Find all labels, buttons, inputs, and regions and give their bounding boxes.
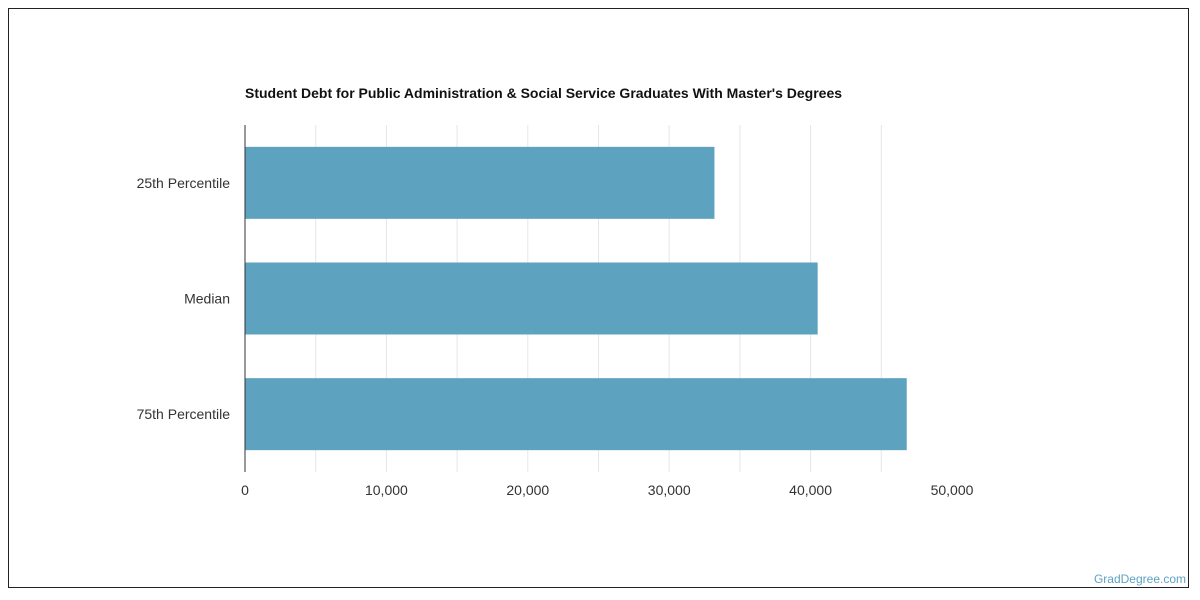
x-tick-label: 0 — [241, 482, 249, 498]
bars — [245, 146, 907, 451]
x-tick-label: 20,000 — [506, 482, 549, 498]
category-label: Median — [184, 291, 230, 307]
chart-title: Student Debt for Public Administration &… — [245, 85, 843, 101]
category-label: 75th Percentile — [137, 406, 231, 422]
labels: 25th Percentile Median 75th Percentile 0 10,… — [137, 175, 974, 498]
bar-25th-percentile — [245, 146, 715, 219]
bar-75th-percentile — [245, 378, 907, 451]
category-label: 25th Percentile — [137, 175, 231, 191]
x-tick-label: 10,000 — [365, 482, 408, 498]
watermark: GradDegree.com — [1093, 572, 1186, 586]
x-tick-label: 30,000 — [648, 482, 691, 498]
x-tick-label: 40,000 — [789, 482, 832, 498]
bar-median — [245, 262, 818, 335]
x-tick-label: 50,000 — [931, 482, 974, 498]
